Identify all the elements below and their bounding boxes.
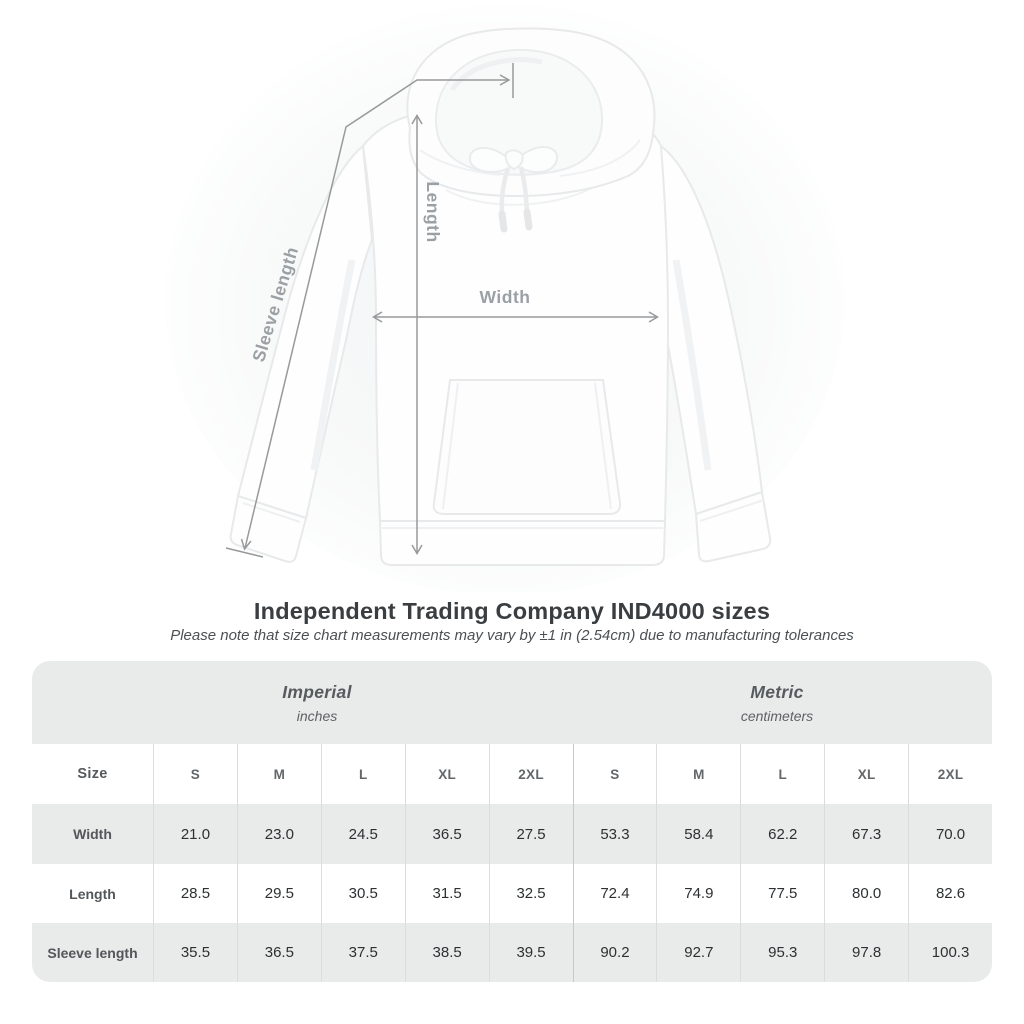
hem-band bbox=[378, 520, 667, 566]
row-label: Width bbox=[73, 826, 112, 842]
cell-value: 72.4 bbox=[572, 864, 657, 923]
tolerance-note: Please note that size chart measurements… bbox=[170, 627, 854, 644]
cell-value: 36.5 bbox=[404, 804, 489, 864]
drawstring-bow bbox=[468, 146, 558, 233]
size-column-header: Size bbox=[77, 766, 108, 782]
metric-group-header: Metric centimeters bbox=[568, 661, 986, 744]
length-label: Length bbox=[423, 181, 443, 242]
table-row-sleeve-length: Sleeve length 35.5 36.5 37.5 38.5 39.5 9… bbox=[32, 923, 992, 982]
metric-col-xl: XL bbox=[824, 744, 908, 804]
sleeve-length-arrow bbox=[225, 63, 514, 558]
cell-value: 39.5 bbox=[488, 923, 573, 982]
cell-value: 67.3 bbox=[824, 804, 908, 864]
row-label: Length bbox=[69, 885, 116, 902]
cell-value: 21.0 bbox=[153, 804, 237, 864]
unit-group-header-row: Imperial inches Metric centimeters bbox=[32, 661, 992, 744]
page-title: Independent Trading Company IND4000 size… bbox=[253, 598, 771, 624]
width-label: Width bbox=[480, 287, 531, 307]
cell-value: 27.5 bbox=[488, 804, 573, 864]
cell-value: 53.3 bbox=[572, 804, 657, 864]
metric-col-s: S bbox=[572, 744, 657, 804]
hoodie-measurement-diagram: Length Width Sleeve length bbox=[165, 5, 845, 592]
cell-value: 100.3 bbox=[908, 923, 992, 982]
imperial-col-xl: XL bbox=[404, 744, 489, 804]
row-label: Sleeve length bbox=[47, 944, 138, 961]
left-cuff bbox=[229, 494, 308, 563]
cell-value: 97.8 bbox=[824, 923, 908, 982]
cell-value: 90.2 bbox=[572, 923, 657, 982]
cell-value: 37.5 bbox=[320, 923, 405, 982]
cell-value: 32.5 bbox=[488, 864, 573, 923]
cell-value: 38.5 bbox=[404, 923, 489, 982]
imperial-col-s: S bbox=[153, 744, 237, 804]
cell-value: 29.5 bbox=[236, 864, 321, 923]
cell-value: 28.5 bbox=[153, 864, 237, 923]
metric-group-title: Metric bbox=[750, 681, 804, 702]
cell-value: 77.5 bbox=[740, 864, 824, 923]
metric-group-unit: centimeters bbox=[740, 707, 814, 724]
cell-value: 74.9 bbox=[656, 864, 740, 923]
width-arrow bbox=[372, 311, 659, 323]
cell-value: 30.5 bbox=[320, 864, 405, 923]
length-arrow bbox=[411, 114, 423, 555]
cell-value: 24.5 bbox=[320, 804, 405, 864]
metric-col-l: L bbox=[740, 744, 824, 804]
metric-col-2xl: 2XL bbox=[908, 744, 992, 804]
cell-value: 58.4 bbox=[656, 804, 740, 864]
cell-value: 92.7 bbox=[656, 923, 740, 982]
right-cuff bbox=[694, 490, 772, 563]
cell-value: 62.2 bbox=[740, 804, 824, 864]
table-row-width: Width 21.0 23.0 24.5 36.5 27.5 53.3 58.4… bbox=[32, 804, 992, 864]
metric-col-m: M bbox=[656, 744, 740, 804]
table-row-length: Length 28.5 29.5 30.5 31.5 32.5 72.4 74.… bbox=[32, 864, 992, 923]
hoodie-garment bbox=[229, 27, 772, 566]
cell-value: 95.3 bbox=[740, 923, 824, 982]
imperial-col-2xl: 2XL bbox=[488, 744, 573, 804]
imperial-col-l: L bbox=[320, 744, 405, 804]
size-header-row: Size S M L XL 2XL S M L XL 2XL bbox=[32, 744, 992, 804]
cell-value: 35.5 bbox=[153, 923, 237, 982]
size-chart-table: Imperial inches Metric centimeters Size … bbox=[32, 661, 992, 982]
cell-value: 31.5 bbox=[404, 864, 489, 923]
imperial-group-title: Imperial bbox=[282, 681, 352, 702]
cell-value: 23.0 bbox=[236, 804, 321, 864]
imperial-group-unit: inches bbox=[296, 707, 338, 724]
cell-value: 70.0 bbox=[908, 804, 992, 864]
hoodie-illustration: Length Width Sleeve length bbox=[165, 5, 845, 592]
cell-value: 80.0 bbox=[824, 864, 908, 923]
cell-value: 36.5 bbox=[236, 923, 321, 982]
imperial-col-m: M bbox=[236, 744, 321, 804]
cell-value: 82.6 bbox=[908, 864, 992, 923]
imperial-group-header: Imperial inches bbox=[46, 661, 588, 744]
measurement-overlay bbox=[225, 63, 659, 558]
kangaroo-pocket bbox=[432, 379, 622, 515]
